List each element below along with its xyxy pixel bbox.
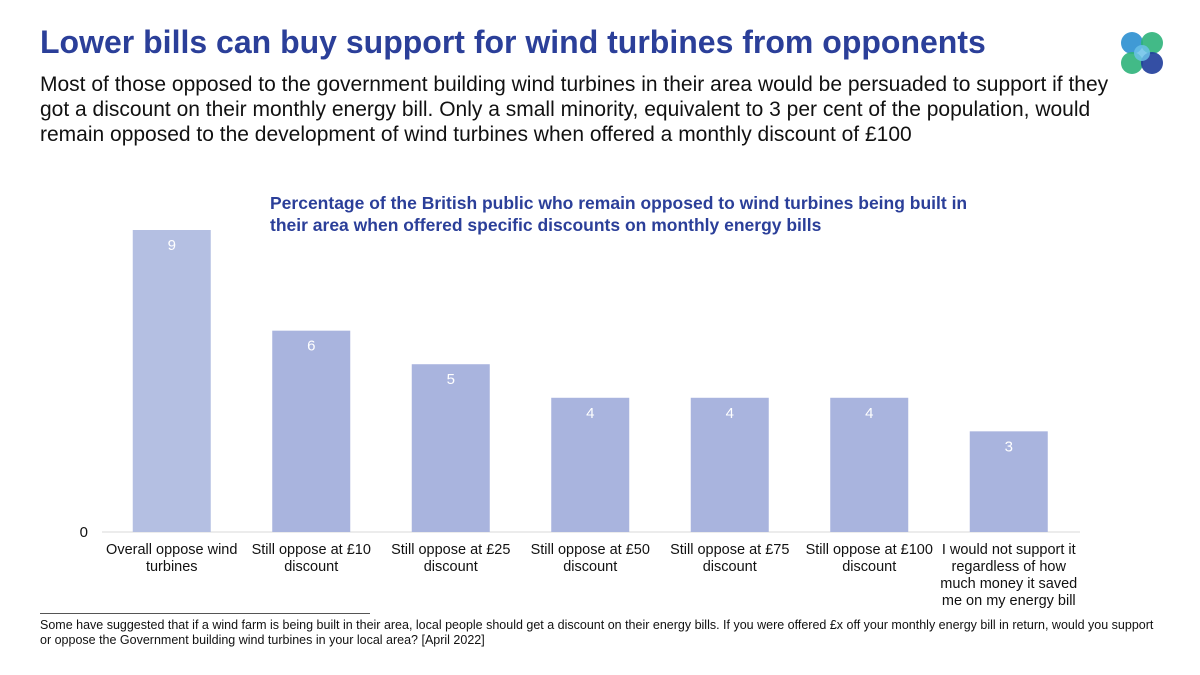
headline: Lower bills can buy support for wind tur… <box>40 24 986 60</box>
bar-value-label: 5 <box>447 371 455 388</box>
x-tick-label: Still oppose at £100 discount <box>806 542 933 575</box>
chart-title: Percentage of the British public who rem… <box>270 193 968 235</box>
bar-value-label: 4 <box>865 405 873 422</box>
bar <box>551 397 630 532</box>
x-tick-label: Still oppose at £10 discount <box>252 542 371 575</box>
bar <box>272 330 351 532</box>
bar-value-label: 4 <box>586 405 594 422</box>
x-tick-label: Overall oppose wind turbines <box>106 542 237 575</box>
bar <box>969 431 1048 532</box>
bar-value-label: 4 <box>726 405 734 422</box>
bar <box>411 364 490 532</box>
x-tick-label: I would not support it regardless of how m… <box>940 542 1077 609</box>
x-tick-label: Still oppose at £25 discount <box>391 542 510 575</box>
bar <box>132 230 211 532</box>
y-tick-label: 0 <box>80 524 88 541</box>
footnote-divider <box>40 613 370 614</box>
bar-value-label: 6 <box>307 338 315 355</box>
subtitle: Most of those opposed to the government … <box>40 73 1109 146</box>
x-tick-label: Still oppose at £50 discount <box>531 542 650 575</box>
x-tick-label: Still oppose at £75 discount <box>670 542 789 575</box>
bar-value-label: 3 <box>1005 438 1013 455</box>
bar <box>830 397 909 532</box>
four-circles-logo-icon <box>1121 32 1163 74</box>
logo-circle-center <box>1134 45 1150 61</box>
bar <box>690 397 769 532</box>
bar-value-label: 9 <box>168 237 176 254</box>
footnote: Some have suggested that if a wind farm … <box>40 618 1154 647</box>
